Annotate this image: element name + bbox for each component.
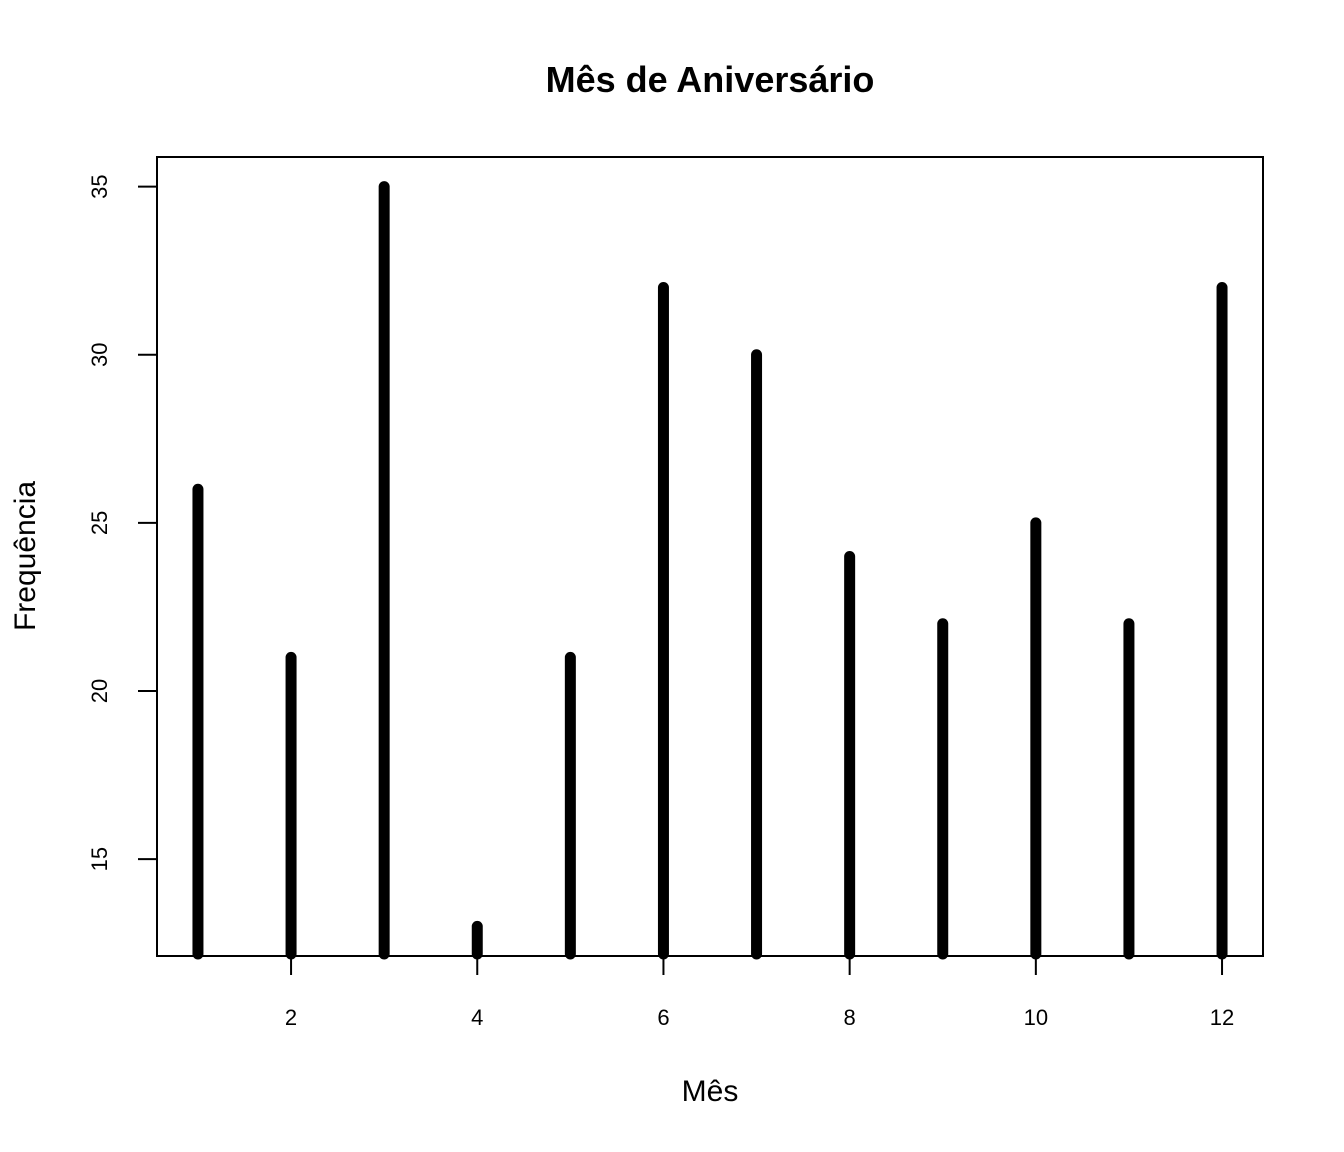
x-axis: 2 4 6 8 10 12 [285, 956, 1234, 1030]
y-tick-label-30: 30 [87, 342, 112, 366]
chart-title: Mês de Aniversário [546, 59, 875, 100]
data-spikes [192, 181, 1228, 960]
y-tick-label-15: 15 [87, 847, 112, 871]
x-tick-label-4: 4 [471, 1005, 483, 1030]
x-tick-label-2: 2 [285, 1005, 297, 1030]
x-tick-label-8: 8 [844, 1005, 856, 1030]
x-tick-label-10: 10 [1024, 1005, 1048, 1030]
y-axis-label: Frequência [9, 481, 42, 631]
x-tick-label-6: 6 [657, 1005, 669, 1030]
x-axis-label: Mês [682, 1075, 739, 1108]
y-tick-label-25: 25 [87, 511, 112, 535]
plot-area-frame [156, 156, 1264, 957]
y-axis: 15 20 25 30 35 [87, 174, 157, 871]
y-tick-label-35: 35 [87, 174, 112, 198]
y-tick-label-20: 20 [87, 679, 112, 703]
x-tick-label-12: 12 [1210, 1005, 1234, 1030]
